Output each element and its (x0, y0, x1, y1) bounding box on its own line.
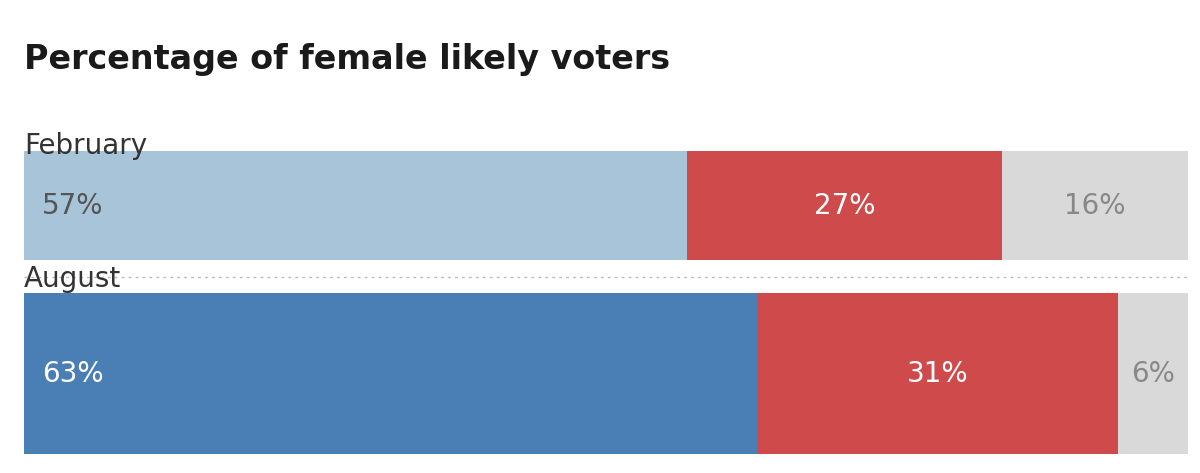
Text: Percentage of female likely voters: Percentage of female likely voters (24, 43, 670, 76)
Text: 16%: 16% (1064, 192, 1126, 220)
Text: 31%: 31% (907, 359, 968, 388)
Text: 63%: 63% (42, 359, 103, 388)
Text: 57%: 57% (42, 192, 103, 220)
Text: 27%: 27% (814, 192, 875, 220)
Text: August: August (24, 265, 121, 293)
Text: 6%: 6% (1132, 359, 1175, 388)
Text: February: February (24, 132, 148, 160)
